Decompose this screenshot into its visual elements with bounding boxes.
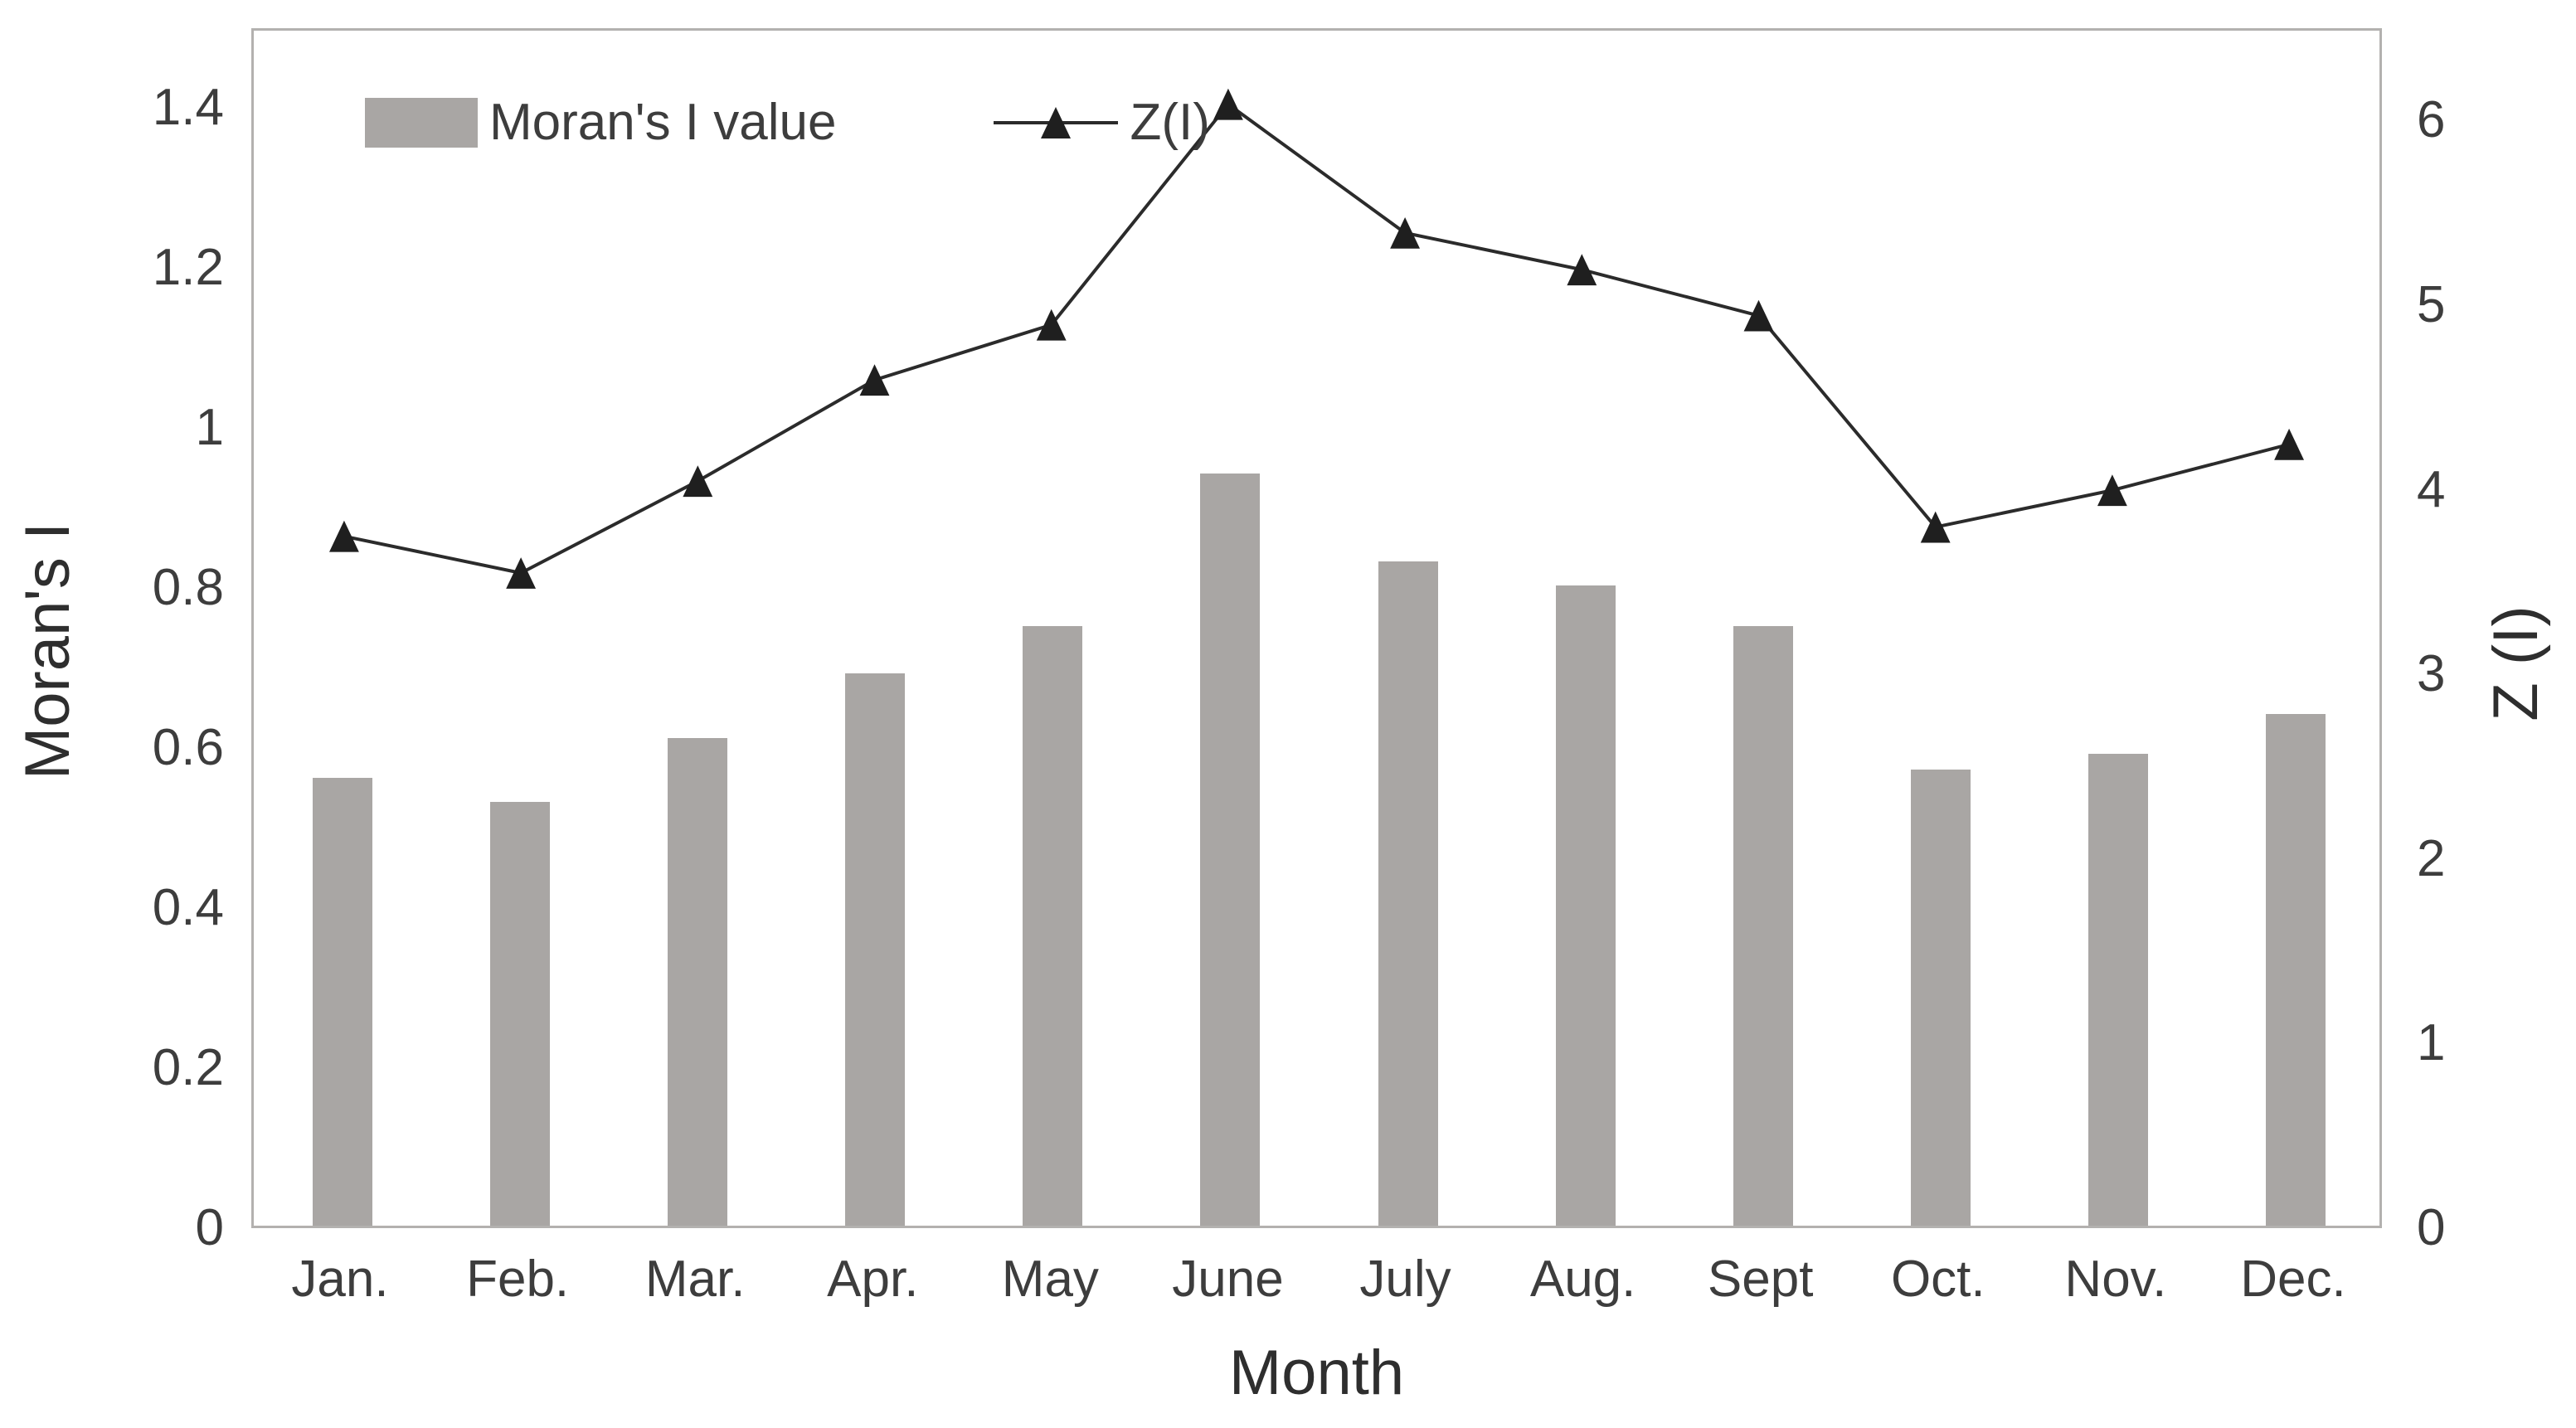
z-marker-oct: [1920, 511, 1951, 543]
left-tick-0.4: 0.4: [152, 879, 224, 937]
z-line: [343, 101, 2290, 576]
legend-label-morans-i: Moran's I value: [489, 94, 837, 151]
bar-oct: [1910, 770, 1971, 1226]
bar-sept: [1733, 625, 1793, 1226]
left-tick-1.4: 1.4: [152, 79, 224, 137]
z-marker-june: [1213, 88, 1243, 120]
x-label-may: May: [1001, 1251, 1099, 1308]
left-tick-1: 1: [195, 399, 224, 457]
z-marker-jan: [328, 520, 359, 552]
x-label-dec: Dec.: [2240, 1251, 2346, 1308]
bar-apr: [845, 673, 906, 1226]
x-label-sept: Sept: [1707, 1251, 1814, 1308]
bar-nov: [2088, 753, 2148, 1226]
x-label-jan: Jan.: [291, 1251, 389, 1308]
z-marker-aug: [1567, 254, 1597, 286]
bar-jan: [313, 777, 373, 1226]
z-marker-apr: [859, 364, 890, 396]
x-label-july: July: [1359, 1251, 1451, 1308]
x-axis-title: Month: [1228, 1338, 1405, 1408]
x-label-oct: Oct.: [1890, 1251, 1985, 1308]
bar-aug: [1555, 585, 1616, 1226]
legend-item-z: Z(I): [985, 94, 1210, 151]
x-label-aug: Aug.: [1529, 1251, 1636, 1308]
x-label-apr: Apr.: [827, 1251, 919, 1308]
left-tick-0.2: 0.2: [152, 1039, 224, 1097]
z-marker-dec: [2274, 428, 2305, 460]
z-marker-mar: [683, 465, 713, 498]
z-marker-sept: [1743, 299, 1774, 332]
right-axis-title: Z (I): [2481, 605, 2551, 721]
bar-feb: [490, 801, 551, 1226]
right-tick-1: 1: [2417, 1014, 2446, 1072]
right-tick-5: 5: [2417, 275, 2446, 333]
right-tick-2: 2: [2417, 829, 2446, 887]
bar-may: [1023, 625, 1083, 1226]
x-label-june: June: [1172, 1251, 1284, 1308]
bar-mar: [668, 737, 728, 1226]
z-marker-july: [1390, 216, 1421, 249]
left-axis-title: Moran's I: [12, 522, 83, 780]
x-label-feb: Feb.: [466, 1251, 570, 1308]
x-label-mar: Mar.: [644, 1251, 746, 1308]
bar-july: [1378, 561, 1438, 1226]
z-line-layer: [328, 88, 2305, 589]
bar-dec: [2265, 713, 2326, 1226]
left-tick-1.2: 1.2: [152, 239, 224, 297]
bars-layer: [254, 31, 2379, 1226]
z-marker-feb: [506, 557, 537, 589]
right-tick-4: 4: [2417, 460, 2446, 518]
right-tick-3: 3: [2417, 645, 2446, 703]
left-tick-0: 0: [195, 1199, 224, 1256]
left-tick-0.8: 0.8: [152, 559, 224, 617]
right-tick-0: 0: [2417, 1199, 2446, 1256]
x-label-nov: Nov.: [2064, 1251, 2167, 1308]
legend: Moran's I value Z(I): [365, 93, 1210, 153]
z-marker-may: [1036, 308, 1067, 341]
z-marker-nov: [2097, 474, 2127, 507]
bar-june: [1200, 474, 1261, 1226]
line-series-marker-icon: [994, 107, 1119, 138]
legend-item-morans-i: Moran's I value: [365, 97, 836, 148]
bar-series-swatch-icon: [365, 98, 478, 148]
legend-label-z: Z(I): [1130, 94, 1210, 151]
right-tick-6: 6: [2417, 91, 2446, 149]
plot-area: [251, 28, 2382, 1228]
left-tick-0.6: 0.6: [152, 719, 224, 777]
